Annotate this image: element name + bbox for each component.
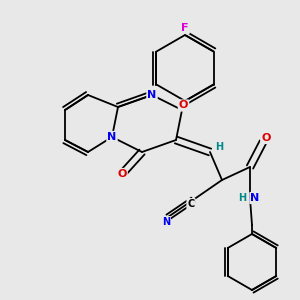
Text: O: O [117,169,127,179]
Text: N: N [107,132,117,142]
Text: O: O [261,133,271,143]
Text: N: N [147,90,157,100]
Text: H: H [215,142,223,152]
Text: C: C [188,199,195,209]
Text: H: H [238,193,246,203]
Text: O: O [179,100,188,110]
Text: N: N [250,193,260,203]
Text: N: N [162,217,170,227]
Text: F: F [181,23,189,33]
